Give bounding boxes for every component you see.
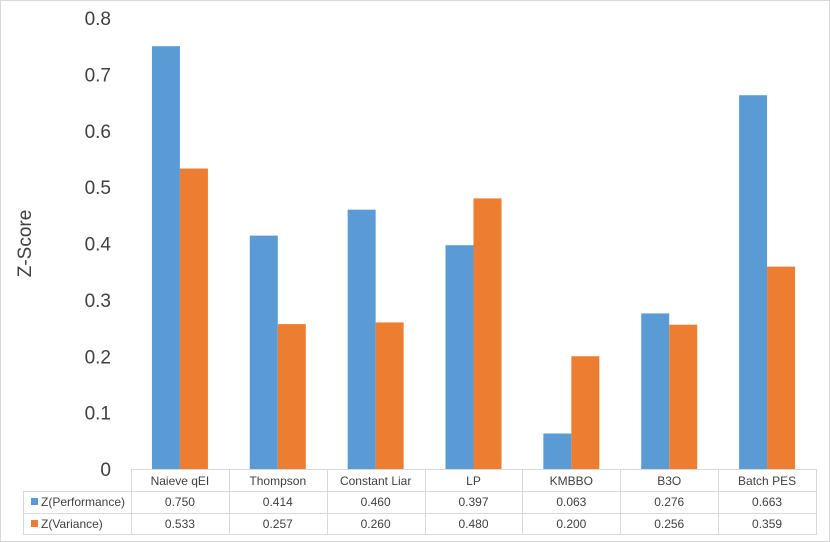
legend-label: Z(Variance)	[41, 517, 103, 531]
table-cell: 0.663	[752, 495, 782, 509]
bar-variance	[767, 266, 796, 469]
bar-performance	[347, 209, 376, 470]
table-cell: 0.260	[361, 517, 391, 531]
y-tick-label: 0.3	[85, 291, 111, 312]
bar-performance	[249, 235, 278, 469]
table-cell: 0.397	[458, 495, 488, 509]
y-axis: 0 0.1 0.2 0.3 0.4 0.5 0.6 0.7 0.8	[85, 9, 112, 481]
x-tick-label: LP	[466, 474, 481, 488]
x-tick-label: B3O	[657, 474, 681, 488]
y-axis-title: Z-Score	[15, 210, 36, 278]
bar-variance	[571, 356, 600, 469]
bar-performance	[151, 46, 180, 469]
table-cell: 0.256	[654, 517, 684, 531]
bars	[151, 46, 796, 470]
bar-variance	[375, 322, 404, 469]
table-cell: 0.200	[556, 517, 586, 531]
x-tick-label: KMBBO	[550, 474, 593, 488]
y-tick-label: 0.8	[85, 9, 111, 30]
table-cell: 0.276	[654, 495, 684, 509]
y-tick-label: 0.6	[85, 122, 111, 143]
bar-variance	[473, 198, 502, 469]
x-tick-label: Batch PES	[738, 474, 796, 488]
data-table: Naieve qEI Thompson Constant Liar LP KMBBO B3…	[23, 469, 817, 535]
y-tick-label: 0.5	[85, 178, 111, 199]
bar-performance	[641, 313, 670, 469]
table-cell: 0.480	[458, 517, 488, 531]
table-cell: 0.750	[165, 495, 195, 509]
legend-swatch	[31, 520, 38, 527]
table-cell: 0.063	[556, 495, 586, 509]
table-cell: 0.414	[263, 495, 293, 509]
bar-performance	[543, 433, 572, 469]
bar-variance	[179, 168, 208, 470]
legend-label: Z(Performance)	[41, 495, 125, 509]
table-cell: 0.359	[752, 517, 782, 531]
table-cell: 0.460	[361, 495, 391, 509]
table-cell: 0.257	[263, 517, 293, 531]
x-tick-label: Constant Liar	[340, 474, 411, 488]
y-tick-label: 0.7	[85, 65, 111, 86]
y-tick-label: 0.4	[85, 235, 112, 256]
bar-variance	[669, 324, 698, 469]
legend-swatch	[31, 498, 38, 505]
y-tick-label: 0.1	[85, 404, 111, 425]
bar-variance	[277, 324, 306, 469]
x-tick-label: Thompson	[249, 474, 306, 488]
y-tick-label: 0.2	[85, 347, 111, 368]
bar-performance	[445, 245, 474, 469]
x-tick-label: Naieve qEI	[151, 474, 210, 488]
y-tick-label: 0	[100, 460, 111, 481]
bar-performance	[739, 95, 768, 469]
table-cell: 0.533	[165, 517, 195, 531]
